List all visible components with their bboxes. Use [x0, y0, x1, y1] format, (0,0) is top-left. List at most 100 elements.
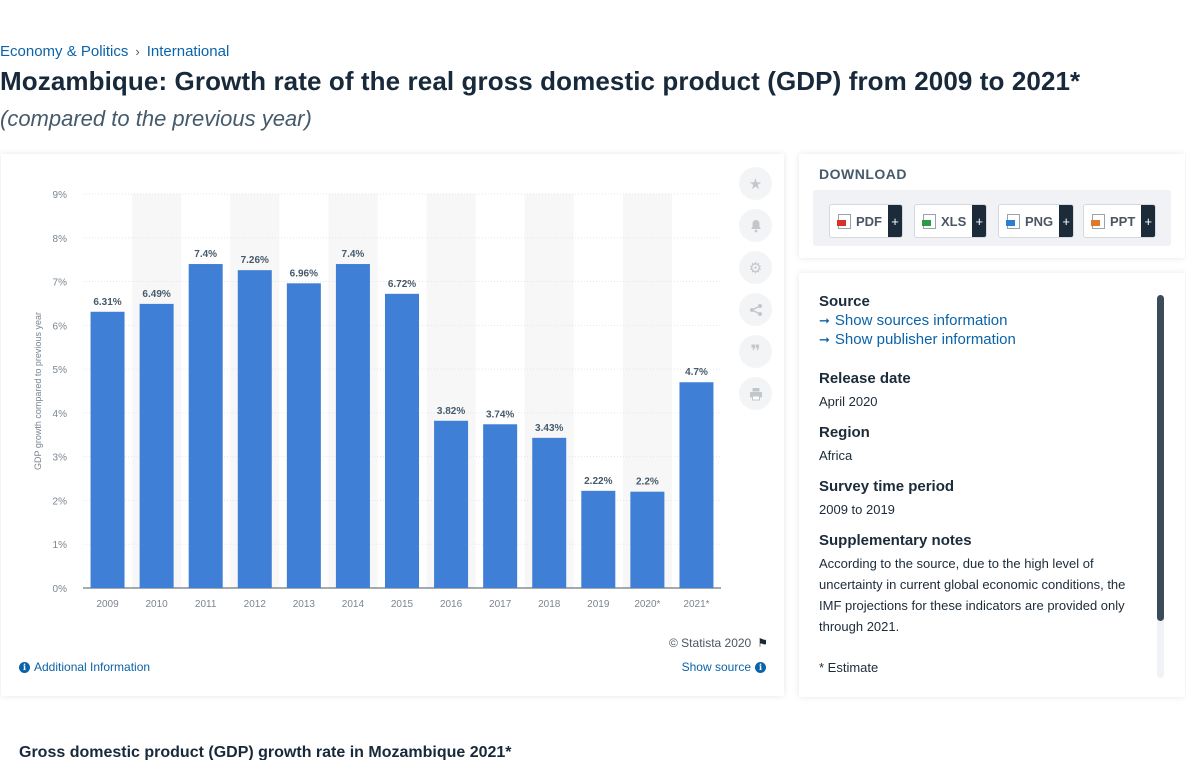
cite-button[interactable]: ❞ [739, 335, 772, 368]
download-options: PDF + XLS + PNG + PPT + [813, 190, 1171, 246]
show-source-label: Show source [681, 660, 751, 674]
bar-2014 [335, 264, 370, 588]
breadcrumb-international[interactable]: International [146, 43, 230, 60]
data-label: 7.26% [241, 255, 269, 266]
x-tick-label: 2020* [634, 599, 660, 610]
bar-2019 [581, 490, 616, 588]
y-tick-label: 6% [53, 321, 68, 332]
download-pdf-button[interactable]: PDF + [829, 204, 903, 238]
estimate-note: * Estimate [819, 660, 879, 675]
supplementary-notes-value: According to the source, due to the high… [819, 556, 1126, 634]
source-heading: Source [819, 293, 870, 310]
info-content: Source ➞ Show sources information ➞ Show… [819, 293, 1139, 683]
quote-icon: ❞ [750, 341, 761, 361]
x-tick-label: 2015 [391, 599, 414, 610]
x-tick-label: 2018 [538, 599, 561, 610]
info-icon: i [19, 661, 30, 673]
breadcrumb-separator: › [135, 44, 140, 59]
download-png-plus[interactable]: + [1059, 205, 1074, 237]
x-tick-label: 2013 [293, 599, 316, 610]
bar-2011 [188, 264, 223, 588]
png-file-icon [1006, 213, 1020, 229]
region-heading: Region [819, 424, 870, 441]
supplementary-notes-heading: Supplementary notes [819, 532, 972, 549]
x-tick-label: 2012 [244, 599, 267, 610]
y-tick-label: 4% [53, 409, 68, 420]
bar-2009 [90, 311, 125, 588]
arrow-right-icon: ➞ [819, 331, 830, 347]
info-icon: i [755, 661, 766, 673]
y-tick-label: 8% [53, 234, 68, 245]
bar-chart: 0% 1% 2% 3% 4% 5% 6% 7% 8% 9% GDP growth compared … [33, 190, 721, 610]
share-button[interactable] [739, 293, 772, 326]
chart-panel: 0% 1% 2% 3% 4% 5% 6% 7% 8% 9% GDP growth compared … [1, 154, 784, 696]
y-tick-label: 5% [53, 365, 68, 376]
data-label: 4.7% [685, 367, 708, 378]
x-tick-label: 2021* [683, 599, 709, 610]
show-publisher-link[interactable]: ➞ Show publisher information [819, 331, 1139, 348]
y-tick-label: 0% [53, 584, 68, 595]
settings-button[interactable]: ⚙ [739, 251, 772, 284]
bar-2017 [483, 424, 518, 588]
bar-2010 [139, 303, 174, 588]
download-ppt-plus[interactable]: + [1141, 205, 1156, 237]
breadcrumb: Economy & Politics › International [0, 43, 229, 60]
download-ppt-button[interactable]: PPT + [1083, 204, 1157, 238]
page-subtitle: (compared to the previous year) [0, 106, 312, 131]
gear-icon: ⚙ [748, 259, 763, 277]
info-scrollbar[interactable] [1157, 295, 1164, 678]
favorite-button[interactable]: ★ [739, 167, 772, 200]
y-axis-label: GDP growth compared to previous year [33, 312, 43, 470]
data-label: 7.4% [194, 249, 217, 260]
show-publisher-label: Show publisher information [834, 331, 1016, 348]
y-tick-label: 3% [53, 453, 68, 464]
xls-file-icon [922, 213, 936, 229]
additional-information-link[interactable]: i Additional Information [19, 660, 150, 674]
download-xls-label: XLS [941, 213, 967, 229]
x-tick-label: 2016 [440, 599, 463, 610]
download-xls-plus[interactable]: + [972, 205, 987, 237]
bar-2016 [434, 420, 469, 588]
region-value: Africa [819, 448, 853, 463]
info-panel: Source ➞ Show sources information ➞ Show… [799, 273, 1185, 697]
data-label: 2.2% [636, 477, 659, 488]
x-tick-label: 2019 [587, 599, 610, 610]
data-label: 6.49% [142, 289, 170, 300]
download-xls-button[interactable]: XLS + [914, 204, 988, 238]
bar-2020 [630, 491, 665, 588]
statista-credit: © Statista 2020 ⚑ [669, 636, 768, 650]
y-tick-label: 2% [53, 496, 68, 507]
data-label: 3.74% [486, 409, 514, 420]
share-icon [749, 303, 762, 316]
download-ppt-label: PPT [1110, 213, 1136, 229]
x-tick-label: 2014 [342, 599, 365, 610]
download-pdf-label: PDF [856, 213, 882, 229]
show-sources-link[interactable]: ➞ Show sources information [819, 312, 1139, 329]
breadcrumb-economy-politics[interactable]: Economy & Politics [0, 43, 129, 60]
arrow-right-icon: ➞ [819, 312, 830, 328]
bar-2021 [679, 382, 714, 588]
show-sources-label: Show sources information [834, 312, 1008, 329]
download-png-button[interactable]: PNG + [998, 204, 1075, 238]
page-title: Mozambique: Growth rate of the real gros… [0, 66, 1081, 96]
bar-2015 [385, 293, 419, 588]
download-png-label: PNG [1025, 213, 1054, 229]
info-scrollbar-thumb[interactable] [1157, 295, 1164, 621]
x-tick-label: 2011 [195, 599, 217, 610]
release-date-heading: Release date [819, 370, 911, 387]
ppt-file-icon [1091, 213, 1105, 229]
x-tick-label: 2017 [489, 599, 512, 610]
show-source-link[interactable]: Show source i [682, 660, 766, 674]
release-date-value: April 2020 [819, 394, 878, 409]
download-pdf-plus[interactable]: + [888, 205, 902, 237]
data-label: 7.4% [342, 249, 365, 260]
data-label: 3.43% [535, 423, 563, 434]
credit-text: © Statista 2020 [669, 636, 752, 650]
survey-period-value: 2009 to 2019 [819, 502, 895, 517]
bar-2018 [532, 437, 567, 588]
star-icon: ★ [748, 175, 763, 193]
notification-button[interactable] [739, 209, 772, 242]
print-button[interactable] [739, 377, 772, 410]
data-label: 6.72% [388, 279, 416, 290]
flag-icon[interactable]: ⚑ [757, 636, 768, 650]
